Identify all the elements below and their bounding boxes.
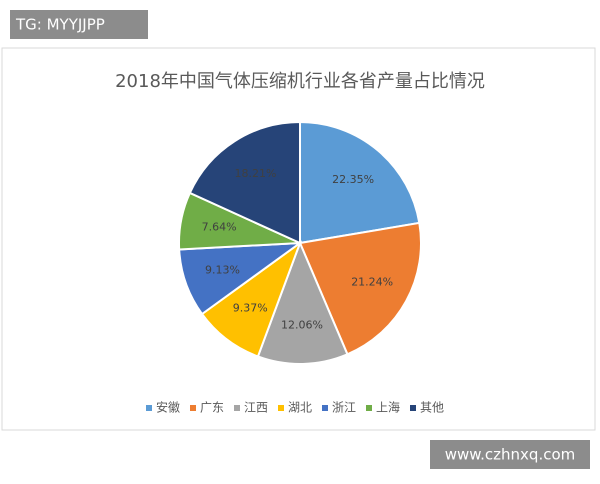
legend-swatch <box>146 405 152 411</box>
legend-label: 上海 <box>376 400 400 415</box>
data-label: 21.24% <box>351 276 393 289</box>
chart-title: 2018年中国气体压缩机行业各省产量占比情况 <box>115 71 485 92</box>
legend-swatch <box>366 405 372 411</box>
legend-swatch <box>410 405 416 411</box>
legend-label: 江西 <box>244 401 268 415</box>
legend-swatch <box>278 405 284 411</box>
watermark-box <box>10 10 148 39</box>
legend-swatch <box>322 405 328 411</box>
legend-label: 其他 <box>420 401 444 415</box>
data-label: 7.64% <box>202 221 237 234</box>
data-label: 9.13% <box>205 263 240 276</box>
data-label: 12.06% <box>281 318 323 331</box>
legend-swatch <box>190 405 196 411</box>
watermark: TG: MYYJJPP <box>15 16 105 34</box>
pie-slice <box>298 221 422 356</box>
pie-slice <box>299 120 421 245</box>
legend-label: 湖北 <box>288 400 312 415</box>
data-label: 9.37% <box>233 302 268 315</box>
data-label: 22.35% <box>332 173 374 186</box>
legend-label: 浙江 <box>332 401 356 415</box>
legend-label: 广东 <box>200 401 224 415</box>
data-label: 18.21% <box>234 167 276 180</box>
watermark-box <box>430 440 590 469</box>
watermark: www.czhnxq.com <box>445 446 576 464</box>
pie-slice <box>256 240 349 365</box>
legend-swatch <box>234 405 240 411</box>
pie-slice <box>188 120 301 245</box>
legend-label: 安徽 <box>156 400 180 415</box>
